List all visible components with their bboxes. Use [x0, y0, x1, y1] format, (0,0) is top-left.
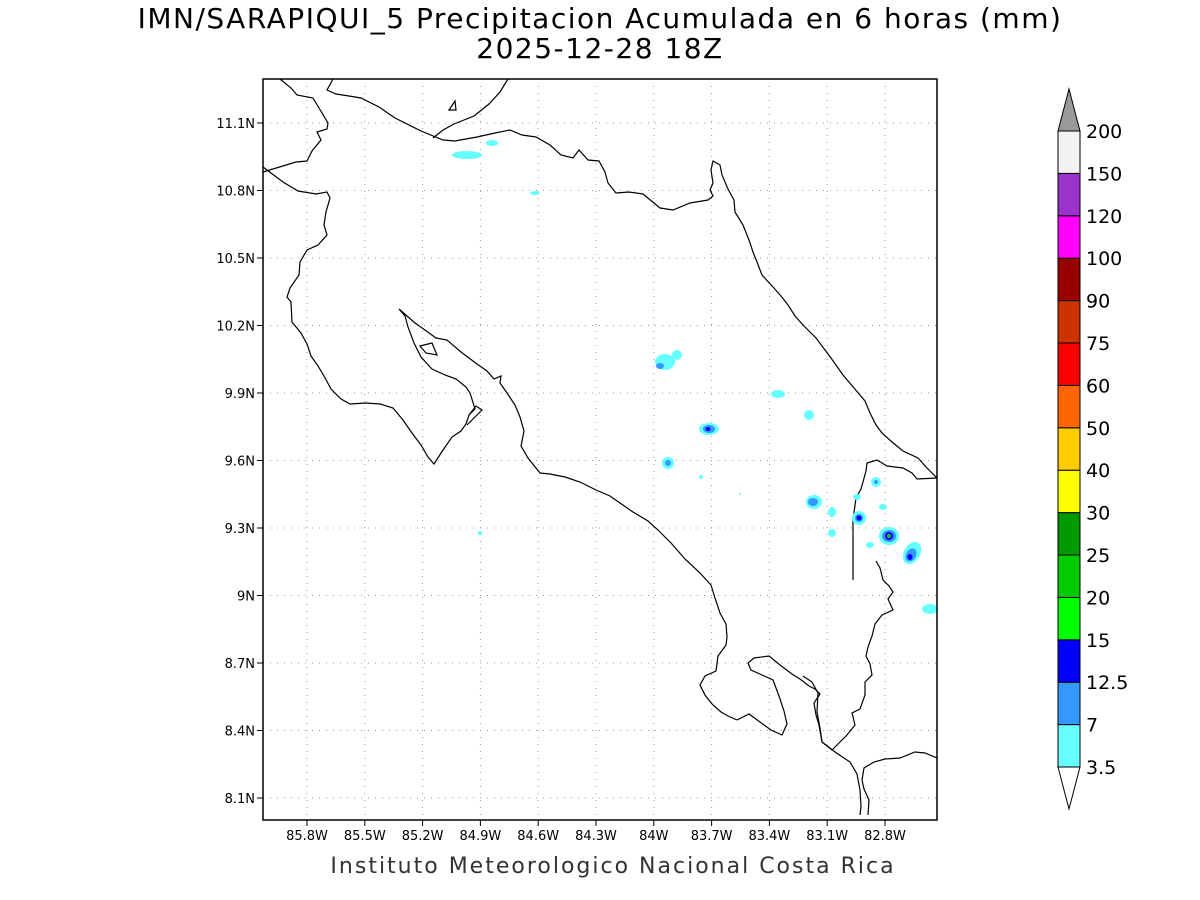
lon-tick-label: 84W — [639, 829, 669, 844]
gulf-of-nicoya — [398, 308, 738, 721]
lon-tick-label: 83.4W — [748, 829, 790, 844]
precip-cell — [452, 151, 482, 159]
precip-cell — [808, 498, 818, 506]
colorbar-arrow-top — [1057, 87, 1081, 132]
colorbar-label: 120 — [1086, 206, 1122, 228]
colorbar-label: 75 — [1086, 333, 1110, 355]
lat-tick-label: 11.1N — [216, 117, 255, 132]
colorbar-swatch — [1057, 342, 1081, 386]
precip-cell — [922, 604, 938, 614]
lon-tick-label: 85.8W — [286, 829, 328, 844]
plot-frame — [262, 78, 938, 821]
lat-tick-label: 9.3N — [225, 522, 255, 537]
burica-peninsula — [821, 741, 938, 816]
colorbar-swatch — [1057, 639, 1081, 683]
colorbar-swatch — [1057, 257, 1081, 302]
colorbar-label: 200 — [1086, 121, 1122, 143]
precip-cell — [665, 460, 671, 466]
colorbar-label: 12.5 — [1086, 672, 1128, 694]
latitude-axis: 11.1N 10.8N 10.5N 10.2N 9.9N 9.6N 9.3N 9N 8.7N 8.… — [216, 117, 263, 807]
colorbar-label: 7 — [1086, 715, 1098, 737]
colorbar-label: 30 — [1086, 503, 1110, 525]
map-grid — [263, 79, 937, 820]
precip-cell — [828, 529, 836, 537]
nicaragua-border-north — [326, 78, 938, 479]
precip-cell — [853, 494, 861, 500]
colorbar-legend: 3.5 7 12.5 15 20 25 30 40 50 60 75 90 100 120 150 200 — [1057, 87, 1128, 811]
precip-cell — [672, 350, 682, 360]
colorbar-label: 20 — [1086, 587, 1110, 609]
lat-tick-label: 8.7N — [225, 657, 255, 672]
colorbar-swatch — [1057, 172, 1081, 217]
lat-tick-label: 10.5N — [216, 252, 255, 267]
precip-cell — [907, 554, 913, 560]
lon-tick-label: 84.3W — [575, 829, 617, 844]
lon-tick-label: 83.7W — [691, 829, 733, 844]
precip-cell — [771, 390, 785, 398]
colorbar-label: 15 — [1086, 630, 1110, 652]
precip-cell — [866, 542, 874, 548]
lat-tick-label: 10.2N — [216, 320, 255, 335]
precip-cell — [530, 191, 540, 195]
colorbar-swatch — [1057, 724, 1081, 768]
nicoya-peninsula — [262, 166, 483, 466]
colorbar-label: 90 — [1086, 291, 1110, 313]
precip-cell — [739, 493, 741, 495]
precip-cell — [828, 507, 836, 517]
colorbar-swatch — [1057, 596, 1081, 641]
precip-cell — [804, 410, 814, 420]
colorbar-swatch — [1057, 681, 1081, 726]
lon-tick-label: 85.2W — [402, 829, 444, 844]
precip-cell — [656, 363, 664, 369]
colorbar-swatch — [1057, 130, 1081, 174]
colorbar-label: 50 — [1086, 418, 1110, 440]
osa-peninsula — [736, 655, 823, 743]
precip-cell — [705, 427, 711, 431]
colorbar-swatch — [1057, 384, 1081, 429]
lon-tick-label: 85.5W — [344, 829, 386, 844]
chira-island — [418, 342, 438, 356]
footer-credit: Instituto Meteorologico Nacional Costa R… — [330, 854, 896, 879]
colorbar-swatch — [1057, 554, 1081, 598]
precip-cell — [699, 475, 703, 479]
lat-tick-label: 8.1N — [225, 792, 255, 807]
lat-tick-label: 9.6N — [225, 455, 255, 470]
precip-cell — [887, 534, 891, 538]
pacific-coastline — [262, 78, 329, 173]
lake-small-north — [447, 99, 457, 111]
map-title: IMN/SARAPIQUI_5 Precipitacion Acumulada … — [137, 2, 1063, 35]
lon-tick-label: 82.8W — [864, 829, 906, 844]
map-subtitle-datetime: 2025-12-28 18Z — [476, 32, 724, 65]
precip-cell — [879, 504, 887, 510]
colorbar-arrow-bottom — [1057, 766, 1081, 811]
colorbar-label: 3.5 — [1086, 757, 1116, 779]
colorbar-swatch — [1057, 512, 1081, 556]
precip-cell — [856, 515, 862, 521]
precip-cell — [874, 480, 878, 484]
colorbar-swatch — [1057, 469, 1081, 514]
precipitation-cells — [452, 140, 938, 614]
colorbar-label: 40 — [1086, 460, 1110, 482]
lat-tick-label: 10.8N — [216, 185, 255, 200]
colorbar-swatch — [1057, 215, 1081, 259]
lat-tick-label: 9N — [237, 590, 255, 605]
lon-tick-label: 83.1W — [806, 829, 848, 844]
colorbar-label: 150 — [1086, 163, 1122, 185]
lat-tick-label: 8.4N — [225, 725, 255, 740]
colorbar-label: 100 — [1086, 248, 1122, 270]
caribbean-coast-top — [432, 78, 509, 139]
lat-tick-label: 9.9N — [225, 387, 255, 402]
lon-tick-label: 84.9W — [459, 829, 501, 844]
coastline-borders — [262, 78, 938, 816]
colorbar-label: 60 — [1086, 375, 1110, 397]
longitude-axis: 85.8W 85.5W 85.2W 84.9W 84.6W 84.3W 84W 83.7W 83… — [286, 820, 906, 844]
colorbar-label: 25 — [1086, 545, 1110, 567]
precip-cell — [478, 531, 482, 535]
colorbar-swatch — [1057, 300, 1081, 344]
precip-cell — [486, 140, 498, 146]
golfo-dulce — [802, 560, 894, 751]
lon-tick-label: 84.6W — [517, 829, 559, 844]
colorbar-swatch — [1057, 427, 1081, 471]
